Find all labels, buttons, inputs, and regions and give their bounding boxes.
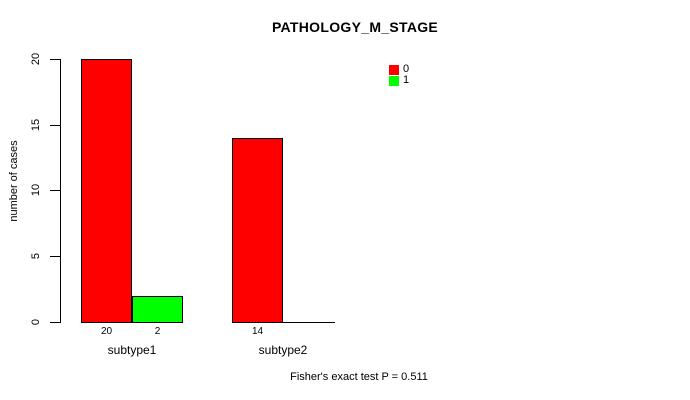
legend-item: 0	[389, 64, 409, 75]
y-axis-tick	[50, 190, 60, 191]
legend-label: 0	[403, 63, 410, 75]
legend-swatch	[389, 75, 399, 86]
x-axis-category-label: subtype1	[107, 343, 157, 357]
x-axis-category-label: subtype2	[258, 343, 308, 357]
bar-subtype1-0	[81, 59, 132, 323]
y-axis-line	[60, 59, 61, 323]
statistical-test-note: Fisher's exact test P = 0.511	[290, 371, 428, 383]
y-axis-tick-label: 15	[30, 118, 42, 132]
bar-value-label: 14	[251, 326, 264, 337]
y-axis-tick	[50, 322, 60, 323]
y-axis-tick-label: 0	[30, 318, 42, 326]
legend: 0 1	[389, 64, 409, 86]
bar-value-label: 20	[100, 326, 113, 337]
bar-value-label: 2	[154, 326, 161, 337]
y-axis-tick-label: 10	[30, 183, 42, 197]
legend-swatch	[389, 64, 399, 75]
bar-subtype2-1-zero	[283, 322, 335, 323]
y-axis-tick	[50, 256, 60, 257]
y-axis-tick-label: 5	[30, 252, 42, 260]
y-axis-tick-label: 20	[30, 52, 42, 66]
y-axis-label: number of cases	[8, 140, 20, 222]
legend-label: 1	[403, 74, 410, 86]
y-axis-tick	[50, 125, 60, 126]
bar-subtype2-0	[232, 138, 283, 323]
legend-item: 1	[389, 75, 409, 86]
bar-subtype1-1	[132, 296, 183, 323]
chart-title: PATHOLOGY_M_STAGE	[271, 19, 439, 35]
y-axis-tick	[50, 59, 60, 60]
